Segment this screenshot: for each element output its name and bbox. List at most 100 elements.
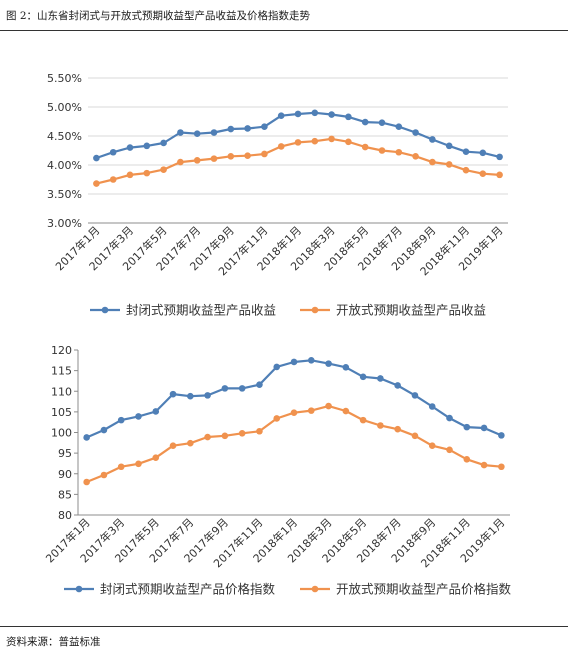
figure-title: 图 2：山东省封闭式与开放式预期收益型产品收益及价格指数走势 [6, 10, 311, 22]
data-point [445, 142, 453, 150]
data-point [83, 478, 90, 486]
data-point [117, 463, 125, 471]
data-point [261, 123, 268, 131]
data-point [429, 136, 436, 143]
data-point [307, 357, 315, 364]
data-point [187, 439, 194, 447]
data-point [169, 442, 177, 449]
series-2 [93, 135, 503, 187]
y-tick-label: 3.50% [47, 188, 82, 201]
legend-marker [75, 585, 83, 593]
data-point [395, 148, 403, 156]
data-point [411, 392, 419, 399]
legend: 封闭式预期收益型产品收益 开放式预期收益型产品收益 [90, 303, 486, 318]
data-point [377, 375, 384, 382]
y-tick-label: 80 [58, 509, 72, 522]
data-point [135, 460, 142, 468]
data-point [210, 129, 218, 136]
data-point [109, 148, 117, 156]
data-point [429, 158, 436, 166]
y-tick-label: 4.00% [47, 159, 82, 172]
data-point [256, 427, 263, 435]
data-point [395, 123, 403, 131]
data-point [294, 139, 302, 146]
legend-item: 封闭式预期收益型产品收益 [90, 303, 276, 318]
data-point [93, 154, 100, 162]
data-point [394, 382, 401, 389]
data-point [394, 425, 401, 433]
data-point [361, 118, 369, 126]
y-tick-label: 115 [51, 365, 72, 378]
data-point [273, 363, 281, 371]
y-tick-label: 105 [51, 406, 72, 419]
x-axis: 2017年1月2017年3月2017年5月2017年7月2017年9月2017年… [52, 223, 505, 278]
data-point [378, 119, 386, 126]
y-tick-label: 110 [51, 385, 72, 398]
data-point [256, 381, 263, 388]
data-point [221, 385, 229, 392]
data-point [345, 138, 352, 146]
data-point [325, 402, 332, 410]
data-point [496, 153, 503, 161]
data-point [463, 423, 471, 431]
data-point [100, 471, 108, 479]
data-point [479, 170, 487, 177]
series-line [96, 111, 500, 160]
data-point [160, 139, 167, 147]
data-point [143, 142, 151, 150]
y-tick-label: 85 [58, 488, 72, 501]
data-point [160, 166, 167, 173]
data-point [377, 422, 384, 429]
data-point [210, 155, 218, 162]
data-point [446, 446, 453, 454]
y-tick-label: 120 [51, 344, 72, 357]
data-point [498, 463, 505, 471]
data-point [93, 180, 100, 187]
legend-item: 开放式预期收益型产品价格指数 [300, 582, 512, 597]
series-line [86, 359, 502, 439]
data-point [463, 456, 471, 463]
data-point [109, 176, 117, 183]
data-point [221, 432, 229, 440]
data-point [480, 424, 488, 432]
data-point [169, 390, 177, 398]
legend-item: 开放式预期收益型产品收益 [300, 303, 486, 318]
data-point [126, 171, 134, 179]
data-point [117, 416, 125, 424]
series-1 [93, 109, 503, 162]
data-point [126, 144, 134, 151]
data-point [100, 426, 108, 434]
data-point [152, 454, 160, 461]
data-point [238, 385, 246, 392]
y-tick-label: 95 [58, 447, 72, 460]
data-point [277, 112, 285, 119]
legend-label: 开放式预期收益型产品收益 [336, 303, 486, 318]
data-point [498, 432, 505, 439]
data-point [177, 158, 184, 166]
data-point [227, 153, 235, 160]
data-point [193, 157, 201, 164]
price-index-line-chart: 80 85 90 95 100 105 110 115 120 2017年1月2017年3月201… [43, 344, 512, 597]
top-rule [0, 30, 568, 31]
data-point [294, 110, 302, 118]
data-point [187, 392, 194, 400]
data-point [412, 129, 419, 136]
data-point [342, 364, 350, 371]
data-point [412, 153, 419, 160]
legend-item: 封闭式预期收益型产品价格指数 [64, 582, 276, 597]
data-point [307, 407, 315, 414]
data-point [273, 415, 281, 422]
data-point [261, 150, 268, 158]
data-point [244, 125, 251, 132]
data-point [135, 413, 142, 420]
data-point [328, 135, 335, 143]
legend-label: 封闭式预期收益型产品价格指数 [100, 582, 276, 597]
data-point [361, 143, 369, 151]
data-point [496, 171, 503, 179]
data-point [328, 111, 335, 118]
data-point [204, 433, 211, 441]
y-axis: 80 85 90 95 100 105 110 115 120 [51, 344, 79, 522]
y-tick-label: 4.50% [47, 130, 82, 143]
data-point [359, 416, 367, 424]
data-point [462, 166, 470, 174]
